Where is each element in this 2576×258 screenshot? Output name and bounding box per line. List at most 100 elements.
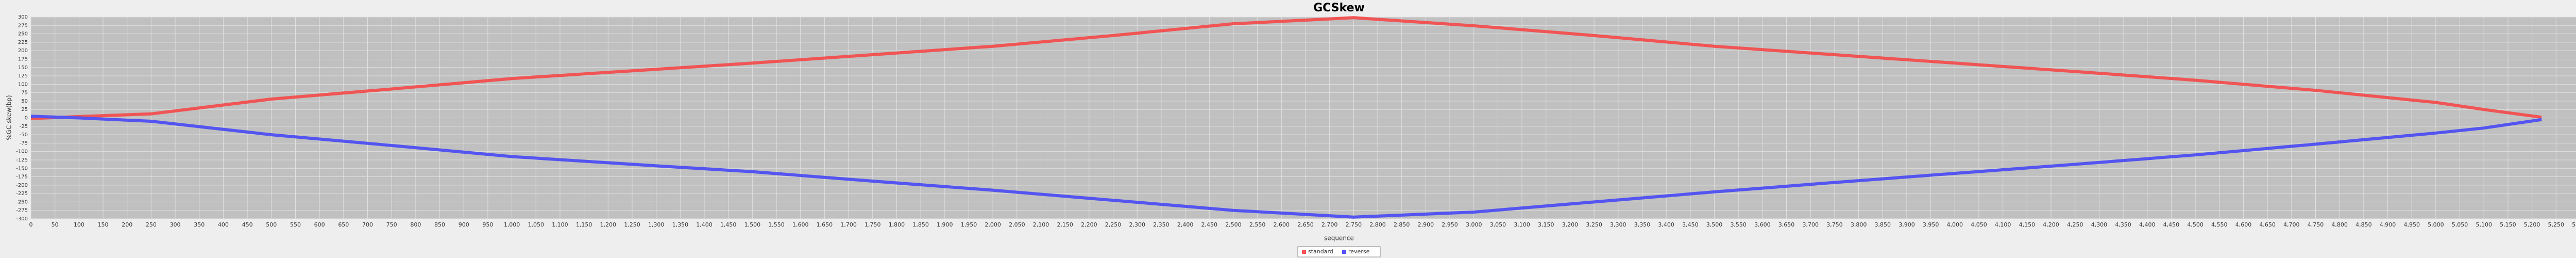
- x-tick-label: 3,550: [1730, 221, 1747, 228]
- x-tick-label: 2,900: [1418, 221, 1434, 228]
- y-tick-label: -125: [16, 157, 28, 163]
- x-tick-label: 4,850: [2355, 221, 2372, 228]
- x-tick-label: 100: [74, 221, 84, 228]
- y-tick-label: 0: [25, 116, 28, 121]
- x-tick-label: 900: [459, 221, 469, 228]
- y-tick-label: -225: [16, 191, 28, 197]
- x-tick-label: 2,800: [1369, 221, 1386, 228]
- x-tick-label: 2,000: [985, 221, 1001, 228]
- x-tick-label: 2,150: [1057, 221, 1073, 228]
- x-tick-label: 3,600: [1754, 221, 1771, 228]
- x-tick-label: 2,200: [1081, 221, 1097, 228]
- x-tick-label: 1,950: [961, 221, 977, 228]
- x-tick-label: 3,800: [1851, 221, 1867, 228]
- x-tick-label: 3,250: [1586, 221, 1602, 228]
- y-tick-label: 100: [18, 82, 28, 87]
- x-tick-label: 250: [146, 221, 157, 228]
- x-tick-label: 400: [218, 221, 229, 228]
- x-tick-label: 2,100: [1033, 221, 1049, 228]
- x-tick-label: 4,950: [2403, 221, 2420, 228]
- x-tick-label: 650: [338, 221, 349, 228]
- x-tick-label: 4,550: [2211, 221, 2228, 228]
- x-tick-label: 4,200: [2043, 221, 2059, 228]
- x-tick-label: 1,800: [889, 221, 905, 228]
- x-tick-label: 350: [194, 221, 205, 228]
- x-tick-label: 450: [242, 221, 253, 228]
- legend-swatch: [1302, 250, 1306, 254]
- x-tick-label: 3,000: [1466, 221, 1482, 228]
- y-tick-label: -100: [16, 149, 28, 155]
- x-tick-label: 2,050: [1009, 221, 1025, 228]
- x-tick-label: 5,200: [2524, 221, 2540, 228]
- x-tick-label: 550: [290, 221, 301, 228]
- x-tick-label: 300: [170, 221, 181, 228]
- x-tick-label: 4,450: [2163, 221, 2180, 228]
- legend-label: reverse: [1348, 248, 1370, 255]
- x-tick-label: 5,250: [2548, 221, 2565, 228]
- x-tick-label: 5,150: [2500, 221, 2516, 228]
- x-tick-label: 3,350: [1634, 221, 1651, 228]
- x-tick-label: 1,900: [937, 221, 953, 228]
- x-tick-label: 750: [386, 221, 397, 228]
- y-tick-label: 175: [18, 56, 28, 62]
- x-tick-label: 1,700: [840, 221, 857, 228]
- x-tick-label: 1,500: [744, 221, 761, 228]
- x-tick-label: 2,500: [1225, 221, 1242, 228]
- x-tick-label: 3,700: [1802, 221, 1819, 228]
- x-tick-label: 3,300: [1610, 221, 1626, 228]
- x-tick-label: 1,050: [528, 221, 545, 228]
- y-tick-label: 200: [18, 48, 28, 54]
- line-series: [30, 16, 2542, 120]
- y-tick-label: -200: [16, 183, 28, 188]
- x-tick-label: 4,800: [2331, 221, 2348, 228]
- x-tick-label: 4,150: [2019, 221, 2036, 228]
- y-tick-label: -175: [16, 174, 28, 180]
- x-tick-label: 2,700: [1321, 221, 1338, 228]
- x-tick-label: 2,750: [1346, 221, 1362, 228]
- x-tick-label: 850: [434, 221, 445, 228]
- x-tick-label: 4,650: [2259, 221, 2276, 228]
- x-tick-label: 2,600: [1274, 221, 1290, 228]
- x-tick-label: 3,950: [1923, 221, 1939, 228]
- x-tick-label: 1,550: [768, 221, 785, 228]
- y-tick-label: 300: [18, 14, 28, 20]
- x-tick-label: 1,300: [648, 221, 665, 228]
- x-tick-label: 4,100: [1995, 221, 2011, 228]
- x-tick-label: 3,500: [1706, 221, 1723, 228]
- x-tick-label: 2,450: [1201, 221, 1218, 228]
- x-tick-label: 4,300: [2091, 221, 2108, 228]
- x-tick-label: 200: [122, 221, 132, 228]
- y-tick-label: -275: [16, 208, 28, 214]
- y-tick-label: -250: [16, 199, 28, 205]
- x-tick-label: 3,150: [1538, 221, 1554, 228]
- x-tick-label: 800: [410, 221, 421, 228]
- y-tick-label: 275: [18, 23, 28, 28]
- y-tick-label: -75: [20, 140, 28, 146]
- y-tick-label: -300: [16, 216, 28, 222]
- x-tick-label: 5,050: [2452, 221, 2468, 228]
- x-axis-label: sequence: [1324, 235, 1354, 242]
- x-tick-label: 1,850: [912, 221, 929, 228]
- x-tick-label: 4,750: [2308, 221, 2324, 228]
- x-tick-label: 3,400: [1658, 221, 1674, 228]
- y-tick-label: -50: [20, 132, 28, 138]
- x-tick-label: 1,400: [696, 221, 713, 228]
- x-tick-label: 2,250: [1105, 221, 1122, 228]
- x-tick-label: 3,750: [1826, 221, 1843, 228]
- x-tick-label: 2,300: [1129, 221, 1145, 228]
- x-tick-label: 4,700: [2283, 221, 2300, 228]
- x-tick-label: 3,450: [1682, 221, 1699, 228]
- x-tick-label: 50: [52, 221, 59, 228]
- x-tick-label: 2,550: [1249, 221, 1266, 228]
- y-tick-label: 25: [21, 107, 28, 112]
- x-tick-label: 4,600: [2235, 221, 2252, 228]
- x-tick-label: 600: [314, 221, 325, 228]
- x-tick-label: 1,200: [600, 221, 617, 228]
- legend-swatch: [1342, 250, 1346, 254]
- x-tick-label: 4,050: [1971, 221, 1987, 228]
- chart-title: GCSkew: [1313, 2, 1365, 14]
- x-tick-label: 2,650: [1297, 221, 1314, 228]
- y-axis-label: %GC skew(bp): [6, 95, 13, 140]
- x-tick-label: 2,400: [1177, 221, 1194, 228]
